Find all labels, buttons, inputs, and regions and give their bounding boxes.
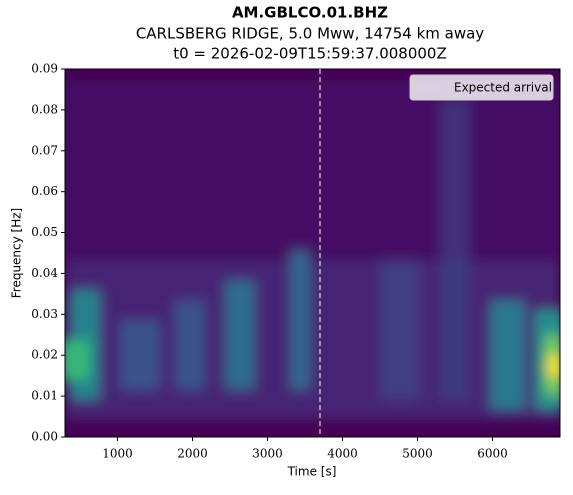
y-tick-label: 0.06	[31, 184, 58, 198]
x-tick-label: 6000	[477, 447, 508, 461]
x-axis-label: Time [s]	[287, 465, 337, 479]
y-axis-label: Frequency [Hz]	[10, 208, 24, 299]
legend-box	[409, 74, 554, 101]
y-tick-label: 0.03	[31, 307, 58, 321]
chart-subtitle: t0 = 2026-02-09T15:59:37.008000Z	[173, 45, 447, 63]
y-tick-label: 0.05	[31, 225, 58, 239]
y-tick-label: 0.08	[31, 102, 58, 116]
x-tick-label: 5000	[402, 447, 433, 461]
chart-title: AM.GBLCO.01.BHZ	[232, 4, 388, 22]
x-tick-label: 2000	[177, 447, 208, 461]
y-tick-label: 0.07	[31, 143, 58, 157]
spectrogram-image	[65, 69, 560, 437]
legend: Expected arrival	[409, 74, 554, 101]
legend-label: Expected arrival	[454, 81, 552, 95]
y-tick-label: 0.09	[31, 62, 58, 76]
x-tick-label: 3000	[252, 447, 283, 461]
x-tick-label: 4000	[327, 447, 358, 461]
y-tick-label: 0.04	[31, 266, 58, 280]
y-tick-label: 0.02	[31, 348, 58, 362]
y-tick-label: 0.00	[31, 430, 58, 444]
chart-subtitle: CARLSBERG RIDGE, 5.0 Mww, 14754 km away	[136, 25, 484, 43]
x-tick-label: 1000	[102, 447, 133, 461]
plot-frame	[64, 68, 561, 438]
y-tick-label: 0.01	[31, 389, 58, 403]
